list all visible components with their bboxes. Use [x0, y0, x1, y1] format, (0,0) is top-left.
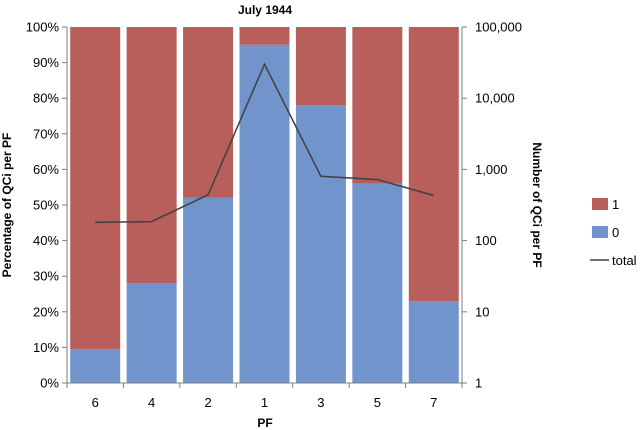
y-tick-label: 80%	[33, 91, 59, 106]
y-tick-label: 60%	[33, 162, 59, 177]
bar-0-4	[126, 283, 177, 383]
left-axis-ticks: 0% 10% 20% 30% 40% 50% 60% 70% 80% 90% 100%	[26, 20, 67, 391]
total-line-group	[95, 62, 435, 224]
bar-1-4	[126, 27, 177, 284]
y2-tick-label: 10	[475, 304, 489, 319]
y2-tick-label: 10,000	[475, 91, 515, 106]
bar-0-7	[408, 301, 459, 383]
bar-1-6	[70, 27, 121, 350]
legend-swatch-1	[592, 198, 608, 210]
series-line-total	[95, 62, 435, 224]
x-tick-label: 1	[261, 395, 268, 410]
x-axis-label: PF	[257, 416, 272, 430]
x-tick-label: 6	[92, 395, 99, 410]
x-tick-label: 5	[374, 395, 381, 410]
chart-title: July 1944	[238, 3, 292, 17]
bar-1-1	[239, 27, 290, 45]
y2-tick-label: 1,000	[475, 162, 508, 177]
bar-1-5	[352, 27, 403, 184]
y-tick-label: 30%	[33, 269, 59, 284]
y-tick-label: 50%	[33, 198, 59, 213]
y2-tick-label: 100	[475, 233, 497, 248]
y-tick-label: 10%	[33, 340, 59, 355]
bar-1-2	[183, 27, 234, 198]
y-tick-label: 100%	[26, 20, 60, 35]
y-tick-label: 70%	[33, 126, 59, 141]
y-axis-label: Percentage of QCi per PF	[0, 133, 14, 278]
right-axis-ticks: 1 10 100 1,000 10,000 100,000	[462, 20, 522, 391]
y-tick-label: 0%	[40, 376, 59, 391]
legend-swatch-0	[592, 226, 608, 238]
x-tick-label: 2	[204, 395, 211, 410]
legend-label-1: 1	[612, 197, 619, 212]
x-tick-label: 7	[430, 395, 437, 410]
x-tick-label: 4	[148, 395, 155, 410]
x-axis-ticks: 6 4 2 1 3 5 7	[66, 383, 463, 410]
y2-tick-label: 1	[475, 376, 482, 391]
legend: 1 0 total	[590, 197, 637, 268]
bar-0-1	[239, 44, 290, 384]
bar-1-7	[408, 27, 459, 302]
legend-label-total: total	[612, 253, 637, 268]
bar-0-2	[183, 197, 234, 383]
x-tick-label: 3	[317, 395, 324, 410]
y2-axis-label: Number of QCi per PF	[530, 142, 544, 267]
bar-0-5	[352, 183, 403, 383]
y-tick-label: 20%	[33, 304, 59, 319]
bar-1-3	[295, 27, 346, 106]
y2-tick-label: 100,000	[475, 20, 522, 35]
y-tick-label: 40%	[33, 233, 59, 248]
bar-0-3	[295, 105, 346, 383]
y-tick-label: 90%	[33, 55, 59, 70]
legend-label-0: 0	[612, 225, 619, 240]
bars-group	[70, 27, 459, 384]
bar-0-6	[70, 349, 121, 383]
